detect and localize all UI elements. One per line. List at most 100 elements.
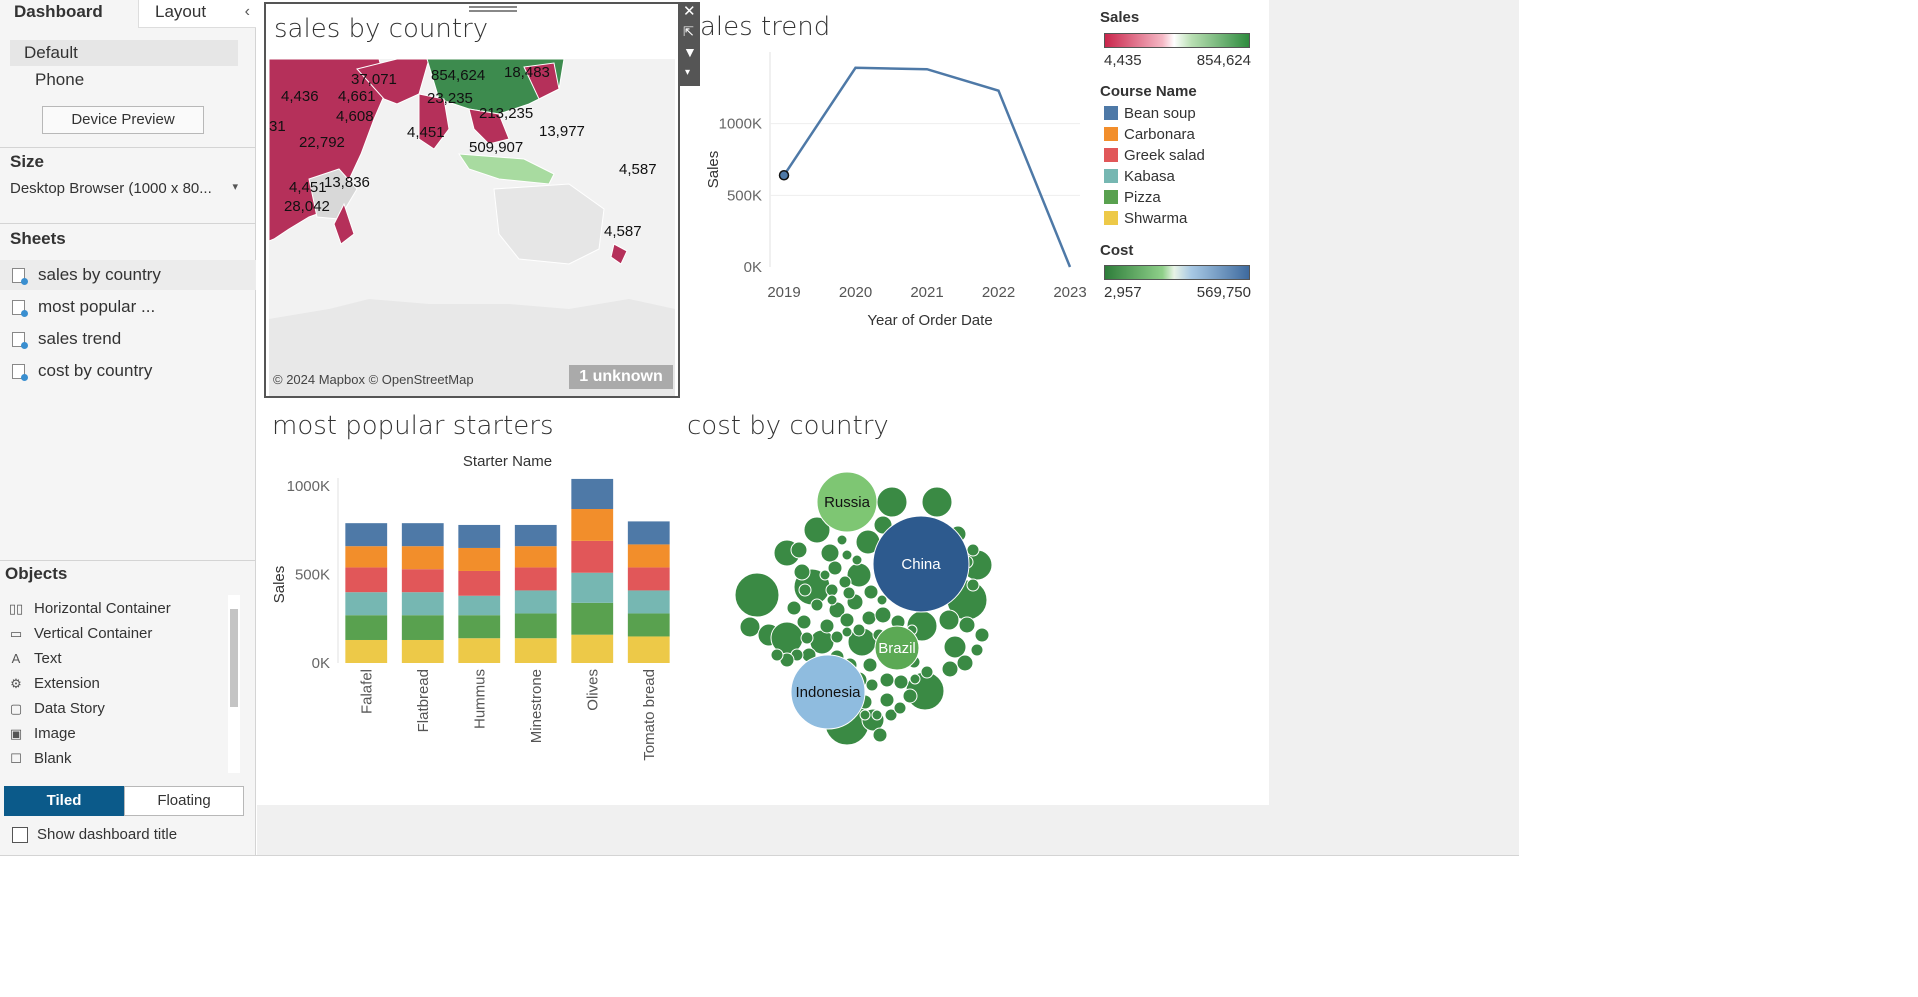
device-preview-button[interactable]: Device Preview [42,106,204,134]
legend-item-bean-soup[interactable]: Bean soup [1104,104,1196,124]
bar-segment[interactable] [458,570,501,596]
unknown-badge[interactable]: 1 unknown [569,365,673,389]
bar-segment[interactable] [627,567,670,591]
legend-item-greek-salad[interactable]: Greek salad [1104,146,1205,166]
country-bubble[interactable] [790,541,808,559]
country-bubble[interactable] [820,543,840,563]
country-bubble[interactable] [839,612,855,628]
bar-segment[interactable] [571,478,614,510]
bar-segment[interactable] [458,547,501,571]
legend-item-pizza[interactable]: Pizza [1104,188,1161,208]
country-bubble[interactable] [803,516,831,544]
sheet-item-most-popular[interactable]: most popular ... [0,292,256,322]
country-bubble[interactable] [970,643,984,657]
floating-button[interactable]: Floating [124,786,244,816]
object-horizontal-container[interactable]: ▯▯ Horizontal Container [8,598,171,620]
country-bubble[interactable] [734,572,780,618]
country-bubble[interactable] [938,609,960,631]
bar-segment[interactable] [345,639,388,663]
bar-segment[interactable] [401,639,444,663]
country-bubble[interactable] [874,606,892,624]
tab-dashboard[interactable]: Dashboard [0,0,138,28]
country-bubble[interactable] [842,586,856,600]
bar-segment[interactable] [514,546,557,568]
country-bubble[interactable] [819,569,831,581]
data-point[interactable] [778,170,790,181]
sheet-item-cost-by-country[interactable]: cost by country [0,356,256,386]
object-image[interactable]: ▣ Image [8,723,76,745]
country-bubble[interactable] [859,709,871,721]
bar-segment[interactable] [514,638,557,663]
country-bubble[interactable] [810,598,824,612]
country-bubble[interactable] [841,626,853,638]
country-bubble-brazil[interactable] [874,625,920,671]
cost-by-country-sheet[interactable]: cost by country China Indonesia Russia Braz… [687,405,1107,800]
cost-bubble-chart[interactable]: China Indonesia Russia Brazil [687,450,1107,800]
country-bubble[interactable] [852,623,866,637]
starters-bar-chart[interactable]: Starter Name 1000K 500K 0K Sales Falafel Flatb… [264,450,680,800]
bar-segment[interactable] [401,523,444,547]
country-bubble-russia[interactable] [816,471,878,533]
country-bubble[interactable] [920,665,934,679]
country-bubble[interactable] [770,648,784,662]
country-bubble[interactable] [921,486,953,518]
bar-segment[interactable] [401,592,444,616]
country-bubble[interactable] [786,600,802,616]
country-bubble[interactable] [943,635,967,659]
country-bubble[interactable] [861,610,877,626]
objects-scrollbar[interactable] [228,595,240,773]
sales-trend-chart[interactable]: 1000K 500K 0K 2019 2020 2021 2022 2023 Year of O… [700,52,1100,392]
bar-segment[interactable] [514,524,557,547]
bar-segment[interactable] [571,602,614,635]
country-bubble[interactable] [958,616,976,634]
country-bubble[interactable] [974,627,990,643]
country-bubble[interactable] [851,554,863,566]
bar-segment[interactable] [514,590,557,614]
country-bubble[interactable] [941,660,959,678]
bar-segment[interactable] [458,524,501,548]
country-bubble[interactable] [893,674,909,690]
sales-trend-sheet[interactable]: ales trend 1000K 500K 0K 2019 2020 2021 2022 20… [700,2,1100,398]
object-text[interactable]: A Text [8,648,62,670]
country-bubble[interactable] [909,673,921,685]
bar-segment[interactable] [571,509,614,541]
size-dropdown[interactable]: Desktop Browser (1000 x 80... ▾ [10,180,238,202]
bar-segment[interactable] [571,572,614,603]
most-popular-starters-sheet[interactable]: most popular starters Starter Name 1000K 5… [264,405,680,800]
country-bubble[interactable] [871,709,883,721]
collapse-pane-icon[interactable]: ‹ [244,3,250,20]
legend-item-shwarma[interactable]: Shwarma [1104,209,1187,229]
country-bubble[interactable] [796,614,812,630]
country-bubble[interactable] [836,534,848,546]
device-default-row[interactable] [10,40,238,66]
legend-item-kabasa[interactable]: Kabasa [1104,167,1175,187]
scrollbar-thumb[interactable] [230,609,238,707]
country-bubble[interactable] [825,583,839,597]
country-bubble[interactable] [966,543,980,557]
bar-segment[interactable] [401,569,444,593]
country-bubble[interactable] [800,631,814,645]
bar-segment[interactable] [627,613,670,637]
country-bubble[interactable] [819,618,835,634]
country-bubble[interactable] [827,560,843,576]
bar-segment[interactable] [627,544,670,568]
device-phone[interactable]: Phone [35,70,85,89]
country-bubble[interactable] [966,578,980,592]
drag-handle[interactable] [469,4,517,14]
country-bubble[interactable] [862,657,878,673]
show-title-checkbox[interactable] [12,827,28,843]
legend-item-carbonara[interactable]: Carbonara [1104,125,1195,145]
country-bubble[interactable] [872,727,888,743]
country-bubble[interactable] [884,708,898,722]
bar-segment[interactable] [458,615,501,639]
country-bubble[interactable] [838,575,852,589]
more-options-icon[interactable]: ▾ [685,67,691,78]
cost-color-ramp[interactable] [1104,265,1250,280]
device-default[interactable]: Default [24,43,78,62]
bar-segment[interactable] [571,634,614,663]
country-bubble[interactable] [876,486,908,518]
sheet-item-sales-by-country[interactable]: sales by country [0,260,256,290]
sales-line[interactable] [782,66,1072,268]
bar-segment[interactable] [458,638,501,663]
country-bubble[interactable] [826,594,838,606]
